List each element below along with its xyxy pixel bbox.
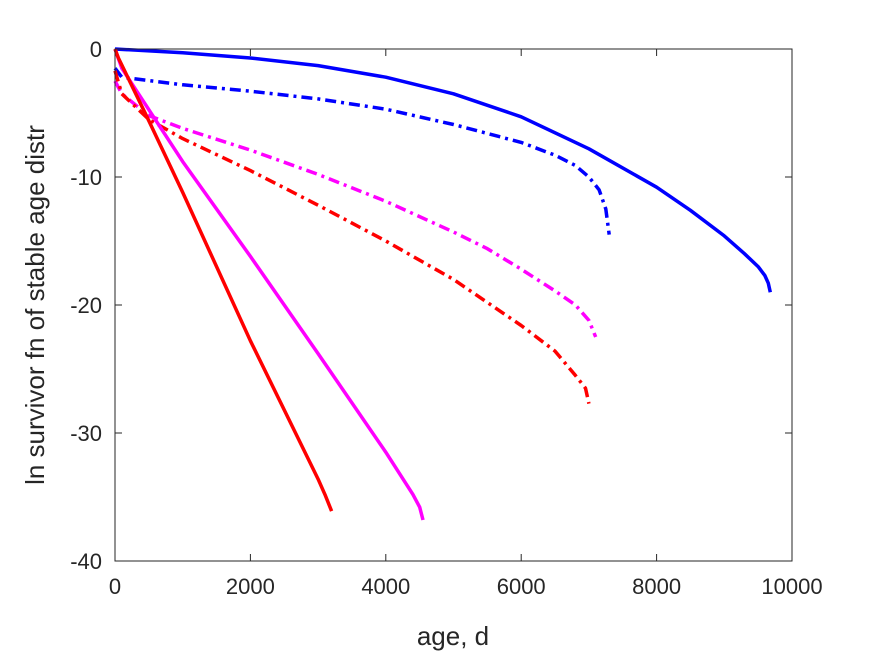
y-tick-label: 0 (90, 37, 102, 62)
series-line-2 (113, 67, 611, 235)
series-line-5 (113, 48, 425, 521)
x-axis-title: age, d (417, 621, 489, 651)
x-tick-label: 4000 (361, 574, 410, 599)
series-line-6 (113, 48, 334, 512)
axes-layer: 0 2000 4000 6000 8000 10000 -40 -30 -20 -10 0 (70, 37, 822, 599)
plot-background (115, 49, 792, 561)
x-tick-label: 2000 (226, 574, 275, 599)
series-line-1 (114, 47, 773, 293)
y-tick-label: -20 (70, 293, 102, 318)
y-tick-label: -10 (70, 165, 102, 190)
x-tick-label: 10000 (761, 574, 822, 599)
x-tick-label: 6000 (497, 574, 546, 599)
y-tick-label: -30 (70, 421, 102, 446)
series-line-4 (113, 70, 591, 404)
y-tick-label: -40 (70, 549, 102, 574)
x-tick-label: 8000 (632, 574, 681, 599)
series-layer (113, 47, 773, 521)
y-axis-title: ln survivor fn of stable age distr (20, 125, 50, 485)
x-tick-label: 0 (109, 574, 121, 599)
